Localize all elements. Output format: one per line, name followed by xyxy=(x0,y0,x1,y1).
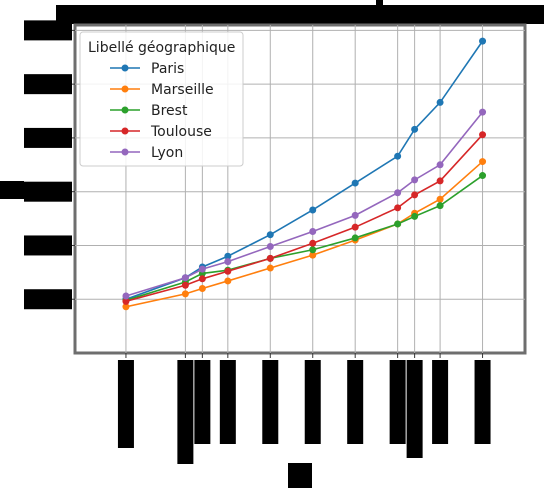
x-tick-label-redacted xyxy=(474,360,491,444)
legend-item-paris: Paris xyxy=(110,61,184,77)
data-point xyxy=(122,303,130,311)
data-point xyxy=(479,131,487,139)
data-point xyxy=(198,284,206,292)
y-tick-label-redacted xyxy=(24,20,72,41)
data-point xyxy=(309,246,317,254)
data-point xyxy=(394,189,402,197)
legend-label: Toulouse xyxy=(150,124,212,140)
series-group xyxy=(122,37,487,311)
data-point xyxy=(351,179,359,187)
data-point xyxy=(181,274,189,282)
series-toulouse xyxy=(122,131,487,305)
data-point xyxy=(479,158,487,166)
data-point xyxy=(436,98,444,106)
data-point xyxy=(309,206,317,214)
legend: Libellé géographique Paris Marseille Brest… xyxy=(79,31,244,167)
legend-item-brest: Brest xyxy=(110,103,188,119)
data-point xyxy=(224,267,232,275)
data-point xyxy=(266,243,274,251)
y-tick-labels xyxy=(24,20,75,310)
data-point xyxy=(394,152,402,160)
redacted-title xyxy=(56,5,544,24)
legend-item-toulouse: Toulouse xyxy=(110,124,212,140)
x-tick-label-redacted xyxy=(194,360,211,444)
data-point xyxy=(411,125,419,133)
redacted-title-mark xyxy=(376,0,383,6)
data-point xyxy=(436,177,444,185)
data-point xyxy=(351,234,359,242)
data-point xyxy=(436,202,444,210)
legend-item-lyon: Lyon xyxy=(110,145,183,161)
data-point xyxy=(479,172,487,180)
x-tick-label-redacted xyxy=(262,360,279,444)
legend-swatch-marker xyxy=(121,64,129,72)
x-tick-label-redacted xyxy=(304,360,321,444)
redacted-x-axis-label xyxy=(288,463,312,488)
legend-items: Paris Marseille Brest Toulouse Lyon xyxy=(110,61,214,161)
data-point xyxy=(122,292,130,300)
data-point xyxy=(479,108,487,116)
x-tick-label-redacted xyxy=(389,360,406,444)
series-lyon xyxy=(122,108,487,300)
legend-swatch-marker xyxy=(121,127,129,135)
data-point xyxy=(436,195,444,203)
legend-label: Lyon xyxy=(151,145,183,161)
legend-label: Marseille xyxy=(151,82,214,98)
legend-item-marseille: Marseille xyxy=(110,82,214,98)
data-point xyxy=(479,37,487,45)
legend-swatch-marker xyxy=(121,148,129,156)
y-tick-label-redacted xyxy=(24,235,72,256)
data-point xyxy=(181,281,189,289)
legend-label: Paris xyxy=(151,61,184,77)
data-point xyxy=(411,212,419,220)
data-point xyxy=(266,264,274,272)
data-point xyxy=(224,258,232,266)
x-tick-label-redacted xyxy=(432,360,449,444)
data-point xyxy=(309,239,317,247)
data-point xyxy=(394,204,402,212)
redacted-y-axis-label xyxy=(0,181,24,199)
legend-title: Libellé géographique xyxy=(88,40,235,56)
data-point xyxy=(122,297,130,305)
data-point xyxy=(351,223,359,231)
y-tick-label-redacted xyxy=(24,127,72,148)
x-tick-label-redacted xyxy=(219,360,236,444)
x-tick-label-redacted xyxy=(117,360,134,448)
data-point xyxy=(309,251,317,259)
legend-swatch-marker xyxy=(121,106,129,114)
data-point xyxy=(309,227,317,235)
data-point xyxy=(198,275,206,283)
data-point xyxy=(436,161,444,169)
data-point xyxy=(394,220,402,228)
data-point xyxy=(224,277,232,285)
data-point xyxy=(411,176,419,184)
x-tick-labels xyxy=(117,353,491,464)
data-point xyxy=(198,265,206,273)
x-tick-label-redacted xyxy=(347,360,364,444)
y-tick-label-redacted xyxy=(24,181,72,202)
data-point xyxy=(224,252,232,260)
x-tick-label-redacted xyxy=(406,360,423,458)
legend-frame xyxy=(79,31,244,167)
data-point xyxy=(266,254,274,262)
data-point xyxy=(351,211,359,219)
data-point xyxy=(181,290,189,298)
y-tick-label-redacted xyxy=(24,74,72,95)
x-tick-label-redacted xyxy=(177,360,194,464)
y-tick-label-redacted xyxy=(24,289,72,310)
data-point xyxy=(266,231,274,239)
legend-label: Brest xyxy=(151,103,188,119)
data-point xyxy=(411,191,419,199)
legend-swatch-marker xyxy=(121,85,129,93)
